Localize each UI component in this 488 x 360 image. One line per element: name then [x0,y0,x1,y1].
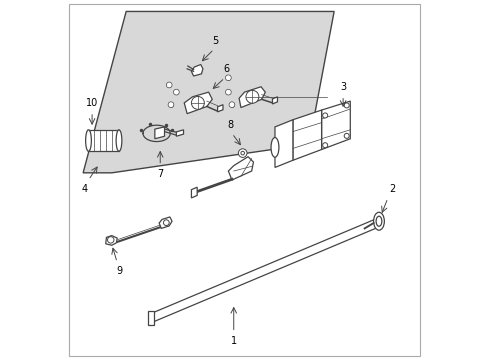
Ellipse shape [85,130,91,151]
Polygon shape [159,217,172,228]
Circle shape [107,237,114,243]
Polygon shape [292,110,321,160]
Text: 7: 7 [157,169,163,179]
Ellipse shape [270,138,278,157]
Circle shape [344,103,348,108]
Polygon shape [88,130,119,151]
Polygon shape [83,12,333,173]
Text: 4: 4 [81,184,88,194]
Polygon shape [239,87,265,108]
Polygon shape [217,105,223,112]
Circle shape [166,82,172,88]
Polygon shape [191,187,197,198]
Polygon shape [191,64,203,76]
Circle shape [173,89,179,95]
Circle shape [163,220,169,226]
Circle shape [322,143,327,148]
Circle shape [238,149,246,157]
Circle shape [191,96,204,109]
Polygon shape [321,101,349,149]
Circle shape [322,113,327,118]
Circle shape [344,134,348,138]
Polygon shape [228,157,253,180]
Circle shape [241,151,244,155]
Text: 6: 6 [223,64,229,74]
Polygon shape [272,97,277,104]
Circle shape [245,90,258,103]
Text: 5: 5 [212,36,219,45]
Polygon shape [274,120,292,167]
Polygon shape [148,311,154,325]
Circle shape [225,89,231,95]
Ellipse shape [375,216,381,226]
Text: 3: 3 [339,82,346,92]
Ellipse shape [116,130,122,151]
Ellipse shape [373,212,384,230]
Text: 10: 10 [86,98,98,108]
Polygon shape [155,127,164,139]
Text: 1: 1 [230,336,236,346]
Circle shape [228,102,234,108]
Circle shape [168,102,174,108]
Polygon shape [176,130,183,136]
Text: 8: 8 [226,120,233,130]
Polygon shape [149,219,378,322]
Text: 9: 9 [116,266,122,276]
Polygon shape [184,92,212,114]
Circle shape [225,75,231,81]
Text: 2: 2 [389,184,395,194]
Polygon shape [105,235,117,245]
